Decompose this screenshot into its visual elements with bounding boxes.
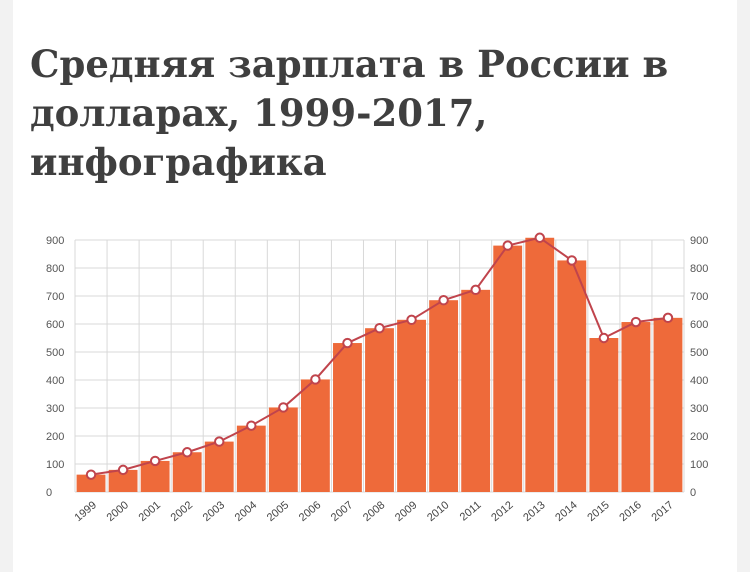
- x-tick-label: 2017: [649, 499, 675, 524]
- x-tick-label: 2005: [265, 499, 291, 524]
- y-axis-ticks: 0 0 100 100 200 200 300 300 400 400 500 500 600 600 70…: [46, 235, 708, 499]
- point-2007: [342, 337, 353, 349]
- y-tick-label-right: 900: [690, 235, 708, 247]
- x-tick-label: 2002: [169, 499, 195, 524]
- page-title: Средняя зарплата в России в долларах, 19…: [30, 42, 669, 184]
- bar-2003: [204, 441, 234, 492]
- bar-2006: [300, 379, 330, 492]
- point-2005: [278, 402, 289, 413]
- y-tick-label-left: 400: [46, 375, 64, 387]
- x-tick-label: 2011: [458, 499, 484, 523]
- bar-series: [76, 237, 683, 492]
- bar-1999: [76, 474, 106, 492]
- point-2011: [470, 284, 481, 296]
- bar-2009: [397, 319, 426, 492]
- y-tick-label-right: 500: [690, 347, 708, 359]
- bar-2005: [268, 407, 298, 492]
- y-tick-label-right: 700: [690, 291, 708, 303]
- bar-2017: [653, 317, 683, 492]
- bar-2011: [461, 289, 491, 492]
- y-tick-label-left: 600: [46, 319, 64, 331]
- point-2003: [214, 436, 225, 447]
- y-tick-label-left: 200: [46, 431, 64, 443]
- y-tick-label-right: 100: [690, 459, 708, 471]
- y-tick-label-right: 800: [690, 263, 708, 275]
- y-tick-label-left: 100: [46, 459, 64, 471]
- x-axis-ticks: 1999 2000 2001 2002 2003 2004 2005 2006 2007 2008…: [72, 499, 675, 524]
- point-2008: [374, 323, 385, 334]
- bar-2012: [493, 245, 523, 492]
- line-markers: [85, 232, 674, 480]
- bar-2015: [589, 338, 619, 492]
- x-tick-label: 2003: [201, 499, 227, 524]
- x-tick-label: 1999: [72, 499, 98, 524]
- y-tick-label-left: 0: [46, 487, 52, 499]
- y-tick-label-left: 800: [46, 263, 64, 275]
- point-2014: [566, 255, 578, 266]
- point-2006: [310, 374, 321, 385]
- x-tick-label: 2009: [393, 499, 419, 524]
- point-2001: [149, 455, 161, 467]
- x-tick-label: 2015: [585, 499, 611, 524]
- point-1999: [85, 469, 97, 480]
- x-tick-label: 2000: [105, 499, 131, 524]
- y-tick-label-right: 200: [690, 431, 708, 443]
- bar-2002: [172, 452, 202, 492]
- point-2009: [406, 314, 417, 325]
- point-2017: [662, 312, 674, 324]
- x-tick-label: 2001: [137, 499, 163, 524]
- bar-2000: [108, 469, 138, 492]
- point-2016: [630, 316, 642, 328]
- x-tick-label: 2008: [361, 499, 387, 524]
- point-2010: [438, 295, 449, 306]
- y-tick-label-right: 400: [690, 375, 708, 387]
- y-tick-label-right: 600: [690, 319, 708, 331]
- x-tick-label: 2014: [553, 499, 579, 524]
- y-tick-label-right: 0: [690, 487, 696, 499]
- bar-2014: [557, 260, 587, 492]
- point-2013: [534, 232, 545, 243]
- x-tick-label: 2012: [489, 499, 515, 524]
- point-2002: [181, 447, 193, 458]
- y-tick-label-left: 500: [46, 347, 64, 359]
- point-2015: [598, 332, 610, 344]
- bar-2013: [525, 237, 555, 492]
- bar-2004: [236, 425, 266, 492]
- x-tick-label: 2007: [329, 499, 355, 524]
- y-tick-label-left: 300: [46, 403, 64, 415]
- x-tick-label: 2016: [617, 499, 643, 524]
- point-2004: [246, 420, 257, 431]
- x-tick-label: 2013: [521, 499, 547, 524]
- bar-2010: [429, 300, 459, 492]
- x-tick-label: 2010: [425, 499, 451, 524]
- bar-2007: [333, 343, 362, 492]
- x-tick-label: 2004: [233, 499, 259, 524]
- x-tick-label: 2006: [297, 499, 323, 524]
- y-tick-label-right: 300: [690, 403, 708, 415]
- y-tick-label-left: 900: [46, 235, 64, 247]
- y-tick-label-left: 700: [46, 291, 64, 303]
- bar-2016: [621, 322, 651, 492]
- point-2000: [117, 464, 129, 476]
- point-2012: [502, 240, 513, 251]
- bar-2008: [365, 328, 394, 492]
